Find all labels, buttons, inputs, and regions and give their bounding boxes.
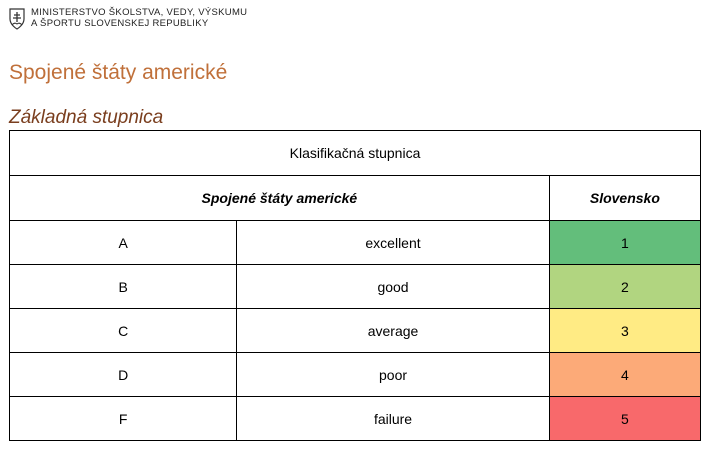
page-title: Spojené štáty americké	[9, 61, 228, 84]
coat-of-arms-icon	[9, 8, 25, 30]
us-grade-letter: D	[8, 352, 238, 397]
sk-grade: 3	[548, 308, 702, 353]
ministry-header: MINISTERSTVO ŠKOLSTVA, VEDY, VÝSKUMU A Š…	[9, 7, 247, 30]
ministry-name: MINISTERSTVO ŠKOLSTVA, VEDY, VÝSKUMU A Š…	[31, 7, 247, 29]
sk-grade: 2	[548, 264, 702, 309]
header-us: Spojené štáty americké	[9, 175, 550, 221]
us-grade-label: average	[236, 308, 550, 353]
us-grade-label: good	[236, 264, 550, 309]
sk-grade: 4	[548, 352, 702, 397]
us-grade-letter: B	[8, 264, 238, 309]
table-header-row: Spojené štáty americké Slovensko	[9, 175, 702, 221]
table-caption-row: Klasifikačná stupnica	[9, 130, 701, 176]
us-grade-letter: C	[8, 308, 238, 353]
header-slovakia: Slovensko	[548, 175, 702, 221]
sk-grade: 5	[548, 396, 702, 441]
us-grade-letter: A	[8, 220, 238, 265]
table-caption: Klasifikačná stupnica	[9, 130, 701, 176]
ministry-line-2: A ŠPORTU SLOVENSKEJ REPUBLIKY	[31, 18, 209, 29]
ministry-line-1: MINISTERSTVO ŠKOLSTVA, VEDY, VÝSKUMU	[31, 7, 248, 18]
sk-grade: 1	[548, 220, 702, 265]
us-grade-label: poor	[236, 352, 550, 397]
us-grade-label: excellent	[236, 220, 550, 265]
us-grade-letter: F	[8, 396, 238, 441]
us-grade-label: failure	[236, 396, 550, 441]
section-title: Základná stupnica	[9, 107, 164, 128]
grading-scale-table: Klasifikačná stupnica Spojené štáty amer…	[8, 130, 702, 441]
